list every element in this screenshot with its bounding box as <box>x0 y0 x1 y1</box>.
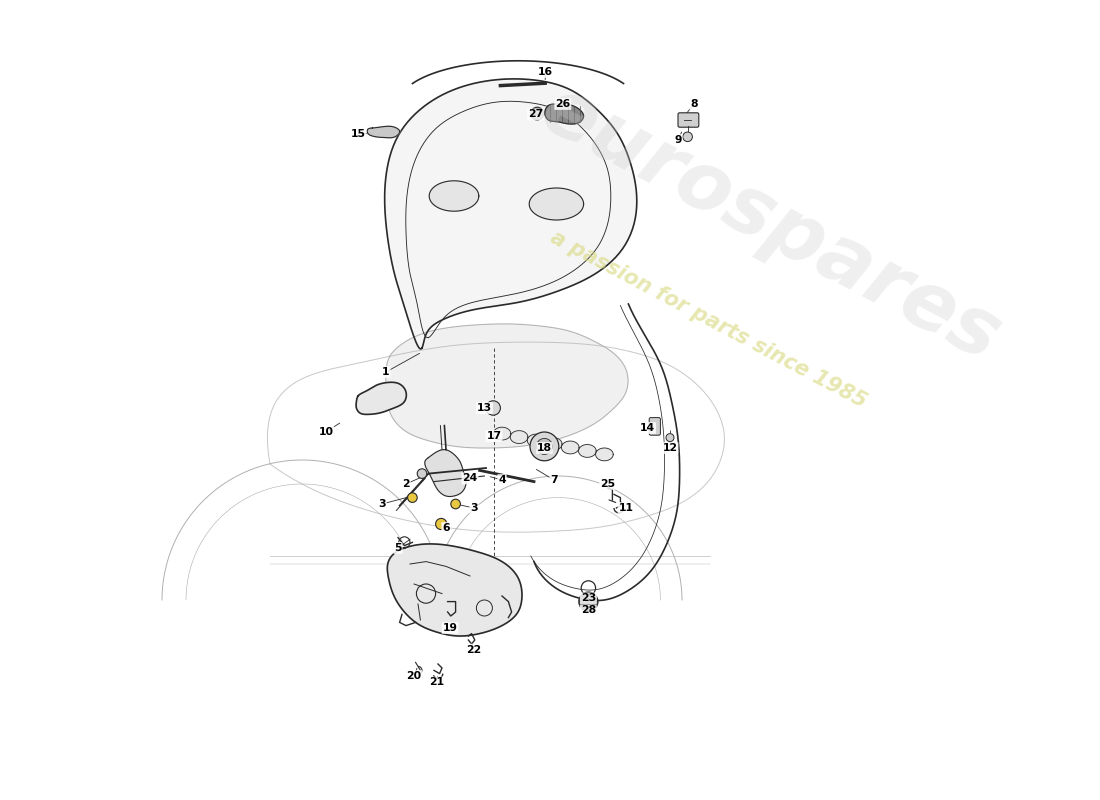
Circle shape <box>486 401 500 415</box>
Polygon shape <box>510 430 528 443</box>
Polygon shape <box>429 181 478 211</box>
Text: 24: 24 <box>462 474 477 483</box>
FancyBboxPatch shape <box>649 418 660 435</box>
Circle shape <box>666 434 674 442</box>
Circle shape <box>537 438 552 454</box>
Polygon shape <box>544 438 562 450</box>
Circle shape <box>579 592 598 611</box>
Text: 8: 8 <box>691 99 697 109</box>
Text: 15: 15 <box>351 129 365 138</box>
Text: 3: 3 <box>470 503 477 513</box>
Polygon shape <box>529 188 584 220</box>
Text: a passion for parts since 1985: a passion for parts since 1985 <box>547 228 870 412</box>
Text: 3: 3 <box>378 499 386 509</box>
Polygon shape <box>544 104 584 124</box>
Circle shape <box>408 493 417 502</box>
Text: 4: 4 <box>498 475 506 485</box>
Text: 2: 2 <box>403 479 410 489</box>
Text: 9: 9 <box>674 135 682 145</box>
Text: 22: 22 <box>466 645 482 654</box>
Text: 5: 5 <box>394 543 402 553</box>
Text: 14: 14 <box>640 423 656 433</box>
Text: 18: 18 <box>537 443 552 453</box>
Text: 17: 17 <box>486 431 502 441</box>
Text: 11: 11 <box>618 503 634 513</box>
Polygon shape <box>387 544 522 636</box>
Polygon shape <box>356 382 406 414</box>
Text: 28: 28 <box>581 606 596 615</box>
Polygon shape <box>367 126 399 138</box>
Polygon shape <box>493 427 510 440</box>
Text: 13: 13 <box>476 403 492 413</box>
Text: 7: 7 <box>550 475 558 485</box>
Text: eurospares: eurospares <box>527 70 1013 378</box>
Text: 20: 20 <box>406 671 421 681</box>
Text: 16: 16 <box>538 67 553 77</box>
Polygon shape <box>595 448 613 461</box>
Circle shape <box>683 132 692 142</box>
Circle shape <box>436 518 447 530</box>
Polygon shape <box>385 79 637 349</box>
Text: 10: 10 <box>319 427 333 437</box>
Circle shape <box>417 469 427 478</box>
Polygon shape <box>561 441 579 454</box>
FancyBboxPatch shape <box>678 113 698 127</box>
Polygon shape <box>425 450 466 497</box>
Polygon shape <box>386 324 628 448</box>
Circle shape <box>451 499 461 509</box>
Polygon shape <box>579 445 596 458</box>
Circle shape <box>530 432 559 461</box>
Text: 6: 6 <box>442 523 450 533</box>
Text: 19: 19 <box>442 623 458 633</box>
Text: 27: 27 <box>528 110 543 119</box>
Text: 25: 25 <box>600 479 615 489</box>
Polygon shape <box>527 434 544 447</box>
Text: 1: 1 <box>383 367 389 377</box>
Circle shape <box>531 107 543 120</box>
Text: 23: 23 <box>581 594 596 603</box>
Text: 26: 26 <box>556 99 571 109</box>
Text: 21: 21 <box>429 678 444 687</box>
Text: 12: 12 <box>662 443 678 453</box>
